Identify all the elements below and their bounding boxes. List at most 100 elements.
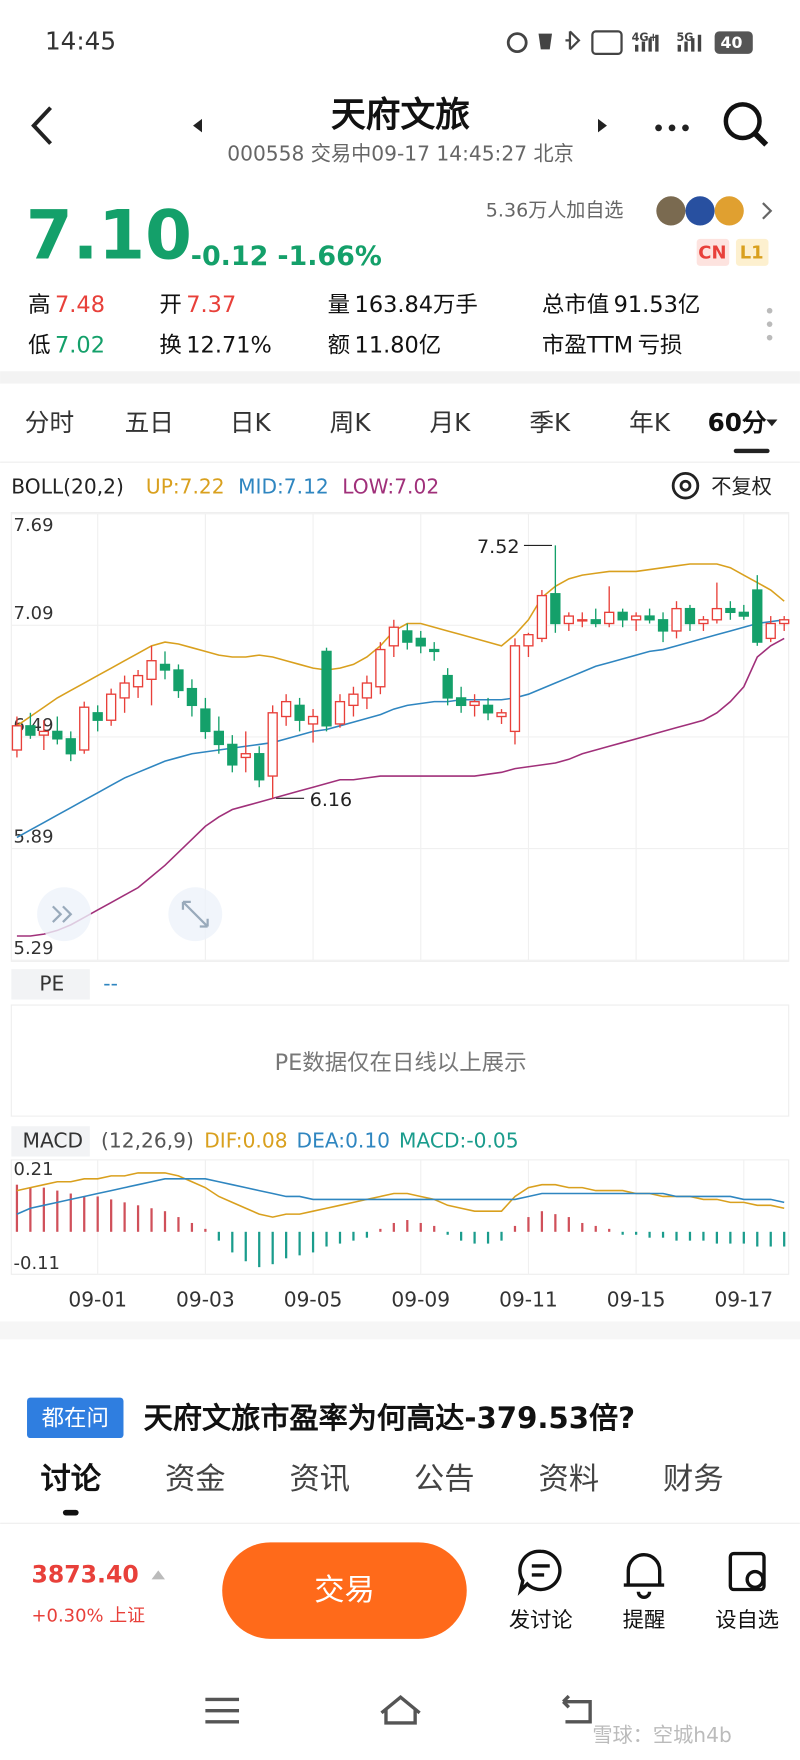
- stat-value: 12.71%: [186, 332, 272, 358]
- content-tabs: 讨论 资金 资讯 公告 资料 财务: [41, 1462, 724, 1497]
- candle-body: [563, 615, 574, 625]
- candle-body: [684, 607, 696, 625]
- back-button[interactable]: [31, 106, 53, 145]
- content-tab[interactable]: 讨论: [41, 1462, 102, 1497]
- period-tab[interactable]: 五日: [125, 408, 174, 437]
- question-text[interactable]: 天府文旅市盈率为何高达-379.53倍?: [144, 1401, 635, 1435]
- candle-body: [79, 706, 90, 751]
- candle-body: [469, 700, 480, 707]
- macd-bar: [486, 1231, 490, 1244]
- macd-bar: [608, 1228, 611, 1232]
- y-tick-label: 7.09: [14, 603, 54, 624]
- candle-body: [577, 619, 588, 622]
- macd-bar: [567, 1217, 570, 1232]
- alert-icon[interactable]: [623, 1553, 665, 1599]
- watchlist-icon[interactable]: [728, 1551, 766, 1592]
- candle-body: [213, 730, 224, 746]
- more-button[interactable]: [655, 124, 689, 132]
- search-button[interactable]: [723, 102, 769, 147]
- macd-line: [16, 1178, 785, 1215]
- fullscreen-button[interactable]: [168, 887, 223, 942]
- candle-body: [429, 648, 440, 653]
- period-tab[interactable]: 60分: [708, 408, 767, 437]
- period-tab[interactable]: 日K: [230, 408, 272, 437]
- nav-menu[interactable]: [205, 1697, 240, 1724]
- macd-label: MACD: [23, 1128, 84, 1152]
- action-label: 设自选: [715, 1608, 779, 1633]
- followers-arrow[interactable]: [762, 202, 773, 220]
- stat: 量 163.84万手: [328, 292, 478, 318]
- legend-entry: DIF:0.08: [204, 1128, 287, 1152]
- y-tick-label: 5.29: [14, 938, 54, 959]
- content-tab[interactable]: 财务: [663, 1462, 724, 1497]
- stat-label: 量: [328, 292, 350, 318]
- candle-body: [415, 637, 426, 647]
- stat-label: 低: [28, 332, 50, 358]
- stat-value: 亏损: [638, 332, 683, 358]
- adjust-toggle[interactable]: 不复权: [711, 474, 772, 498]
- nav-home[interactable]: [380, 1695, 421, 1725]
- content-tabs-bg: [0, 1440, 800, 1524]
- status-icons: 4G+ 5G: [506, 30, 753, 55]
- stat-label: 额: [328, 332, 350, 358]
- candle-body: [752, 589, 763, 643]
- legend-entry: MID:7.12: [238, 474, 329, 498]
- pe-tag-bg: [11, 969, 90, 1000]
- period-tab[interactable]: 年K: [629, 408, 671, 437]
- candle-body: [455, 697, 467, 707]
- period-tab[interactable]: 季K: [529, 408, 571, 437]
- macd-bar: [365, 1231, 369, 1238]
- candle-body: [657, 619, 669, 632]
- macd-bar: [244, 1231, 247, 1262]
- stock-subtitle: 000558 交易中09-17 14:45:27 北京: [227, 141, 574, 165]
- trade-button[interactable]: [222, 1542, 467, 1639]
- question-badge: 都在问: [42, 1405, 109, 1431]
- macd-bar: [742, 1231, 745, 1244]
- content-tab[interactable]: 资金: [165, 1462, 226, 1497]
- settings-icon[interactable]: [671, 471, 700, 500]
- discuss-icon[interactable]: [517, 1549, 562, 1596]
- candle-body: [361, 682, 373, 699]
- content-tab[interactable]: 公告: [414, 1462, 475, 1497]
- candle-body: [227, 743, 238, 766]
- period-tab[interactable]: 周K: [330, 408, 372, 437]
- stat-label: 高: [28, 292, 50, 318]
- nav-back[interactable]: [562, 1694, 592, 1724]
- candle-body: [630, 615, 642, 621]
- stat-value: 7.37: [186, 292, 236, 318]
- stats-more[interactable]: [766, 307, 773, 341]
- stat: 开 7.37: [159, 292, 236, 318]
- macd-bar: [581, 1222, 584, 1232]
- period-tab[interactable]: 月K: [430, 408, 472, 437]
- candle-body: [25, 725, 36, 736]
- stat-label: 总市值: [542, 292, 609, 318]
- content-tab[interactable]: 资讯: [290, 1462, 351, 1497]
- candle-body: [38, 730, 50, 736]
- stat-label: 换: [159, 332, 181, 358]
- candle-body: [779, 619, 790, 625]
- candle-body: [334, 700, 346, 725]
- tab-dropdown[interactable]: [766, 419, 778, 427]
- question-badge-bg: [27, 1397, 124, 1439]
- boll-line: [16, 637, 785, 937]
- macd-frame: [10, 1159, 790, 1275]
- candle-body: [536, 594, 548, 640]
- collapse-button[interactable]: [37, 887, 91, 942]
- next-stock[interactable]: [597, 118, 607, 133]
- stat: 高 7.48: [28, 292, 105, 318]
- macd-bar: [406, 1220, 409, 1232]
- x-tick-label: 09-03: [176, 1288, 235, 1312]
- x-tick-label: 09-11: [499, 1288, 558, 1312]
- divider: [0, 371, 800, 384]
- badge-bg: [696, 238, 730, 266]
- pe-note: PE数据仅在日线以上展示: [275, 1050, 527, 1076]
- period-tab[interactable]: 分时: [25, 408, 74, 437]
- prev-stock[interactable]: [193, 118, 203, 133]
- macd-bar: [311, 1231, 315, 1253]
- x-tick-label: 09-17: [714, 1288, 773, 1312]
- content-tab[interactable]: 资料: [539, 1462, 600, 1497]
- candle-body: [321, 650, 332, 727]
- boll-line: [16, 619, 785, 839]
- stat: 额 11.80亿: [328, 332, 442, 358]
